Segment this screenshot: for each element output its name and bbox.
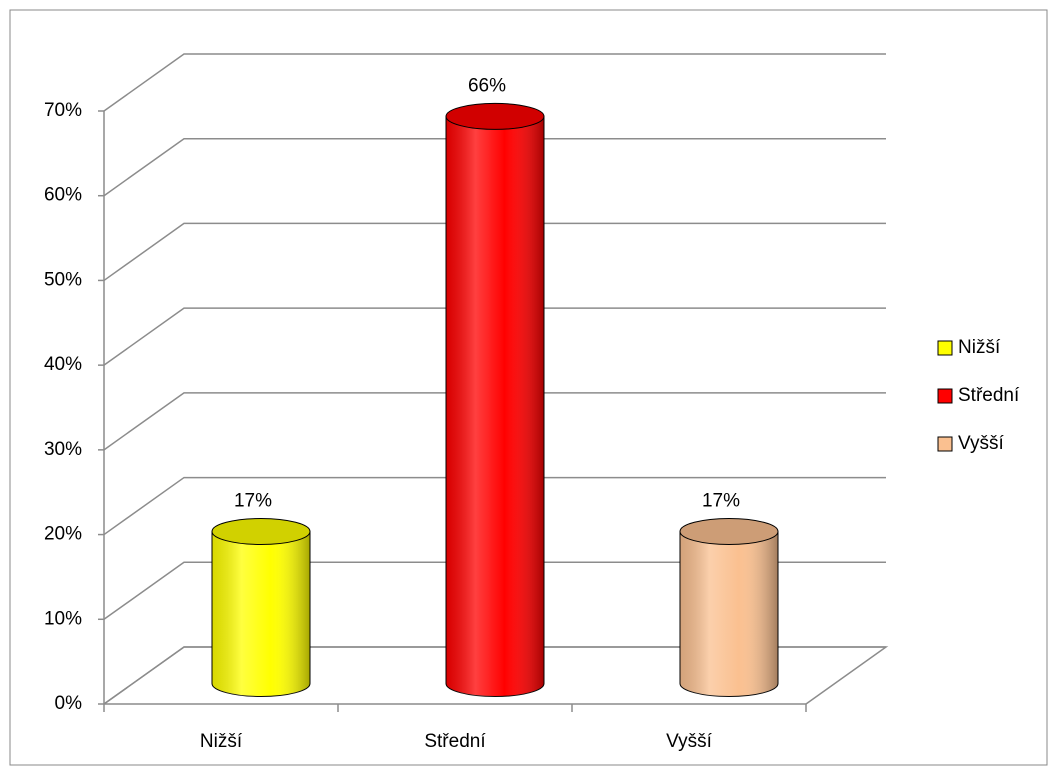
x-tick-label: Nižší [200, 731, 243, 752]
bar-top [445, 102, 545, 130]
grid-line [103, 53, 886, 112]
data-label: 17% [234, 491, 272, 512]
grid-line [103, 476, 886, 536]
bar-top [679, 517, 779, 545]
y-tick-label: 0% [55, 693, 83, 714]
data-label: 17% [702, 491, 740, 512]
grid-line [103, 307, 886, 366]
grid-line [103, 137, 886, 197]
y-tick-label: 20% [44, 524, 82, 545]
legend-swatch [937, 436, 953, 452]
x-tick-label: Vyšší [666, 731, 712, 752]
bar-shade [680, 531, 778, 697]
x-tick-label: Střední [424, 731, 486, 752]
grid-line [103, 222, 886, 282]
legend-swatch [937, 388, 953, 404]
bar-shade [212, 531, 310, 697]
y-tick-label: 10% [44, 608, 82, 629]
legend-label: Střední [958, 385, 1020, 406]
bar-top-shade [680, 518, 778, 545]
y-tick-label: 50% [44, 269, 82, 290]
legend-label: Vyšší [958, 433, 1004, 454]
data-label: 66% [468, 75, 506, 96]
y-tick-label: 70% [44, 100, 82, 121]
grid-line [103, 646, 886, 705]
y-tick-label: 30% [44, 439, 82, 460]
y-tick-label: 60% [44, 185, 82, 206]
y-tick-label: 40% [44, 354, 82, 375]
bar-top-shade [212, 518, 310, 545]
legend-label: Nižší [958, 337, 1001, 358]
grid-line [103, 561, 886, 620]
legend-swatch [937, 340, 953, 356]
bar-shade [445, 116, 544, 697]
grid-line [103, 392, 886, 451]
bar-top [211, 517, 311, 545]
bar-top-shade [446, 103, 544, 130]
